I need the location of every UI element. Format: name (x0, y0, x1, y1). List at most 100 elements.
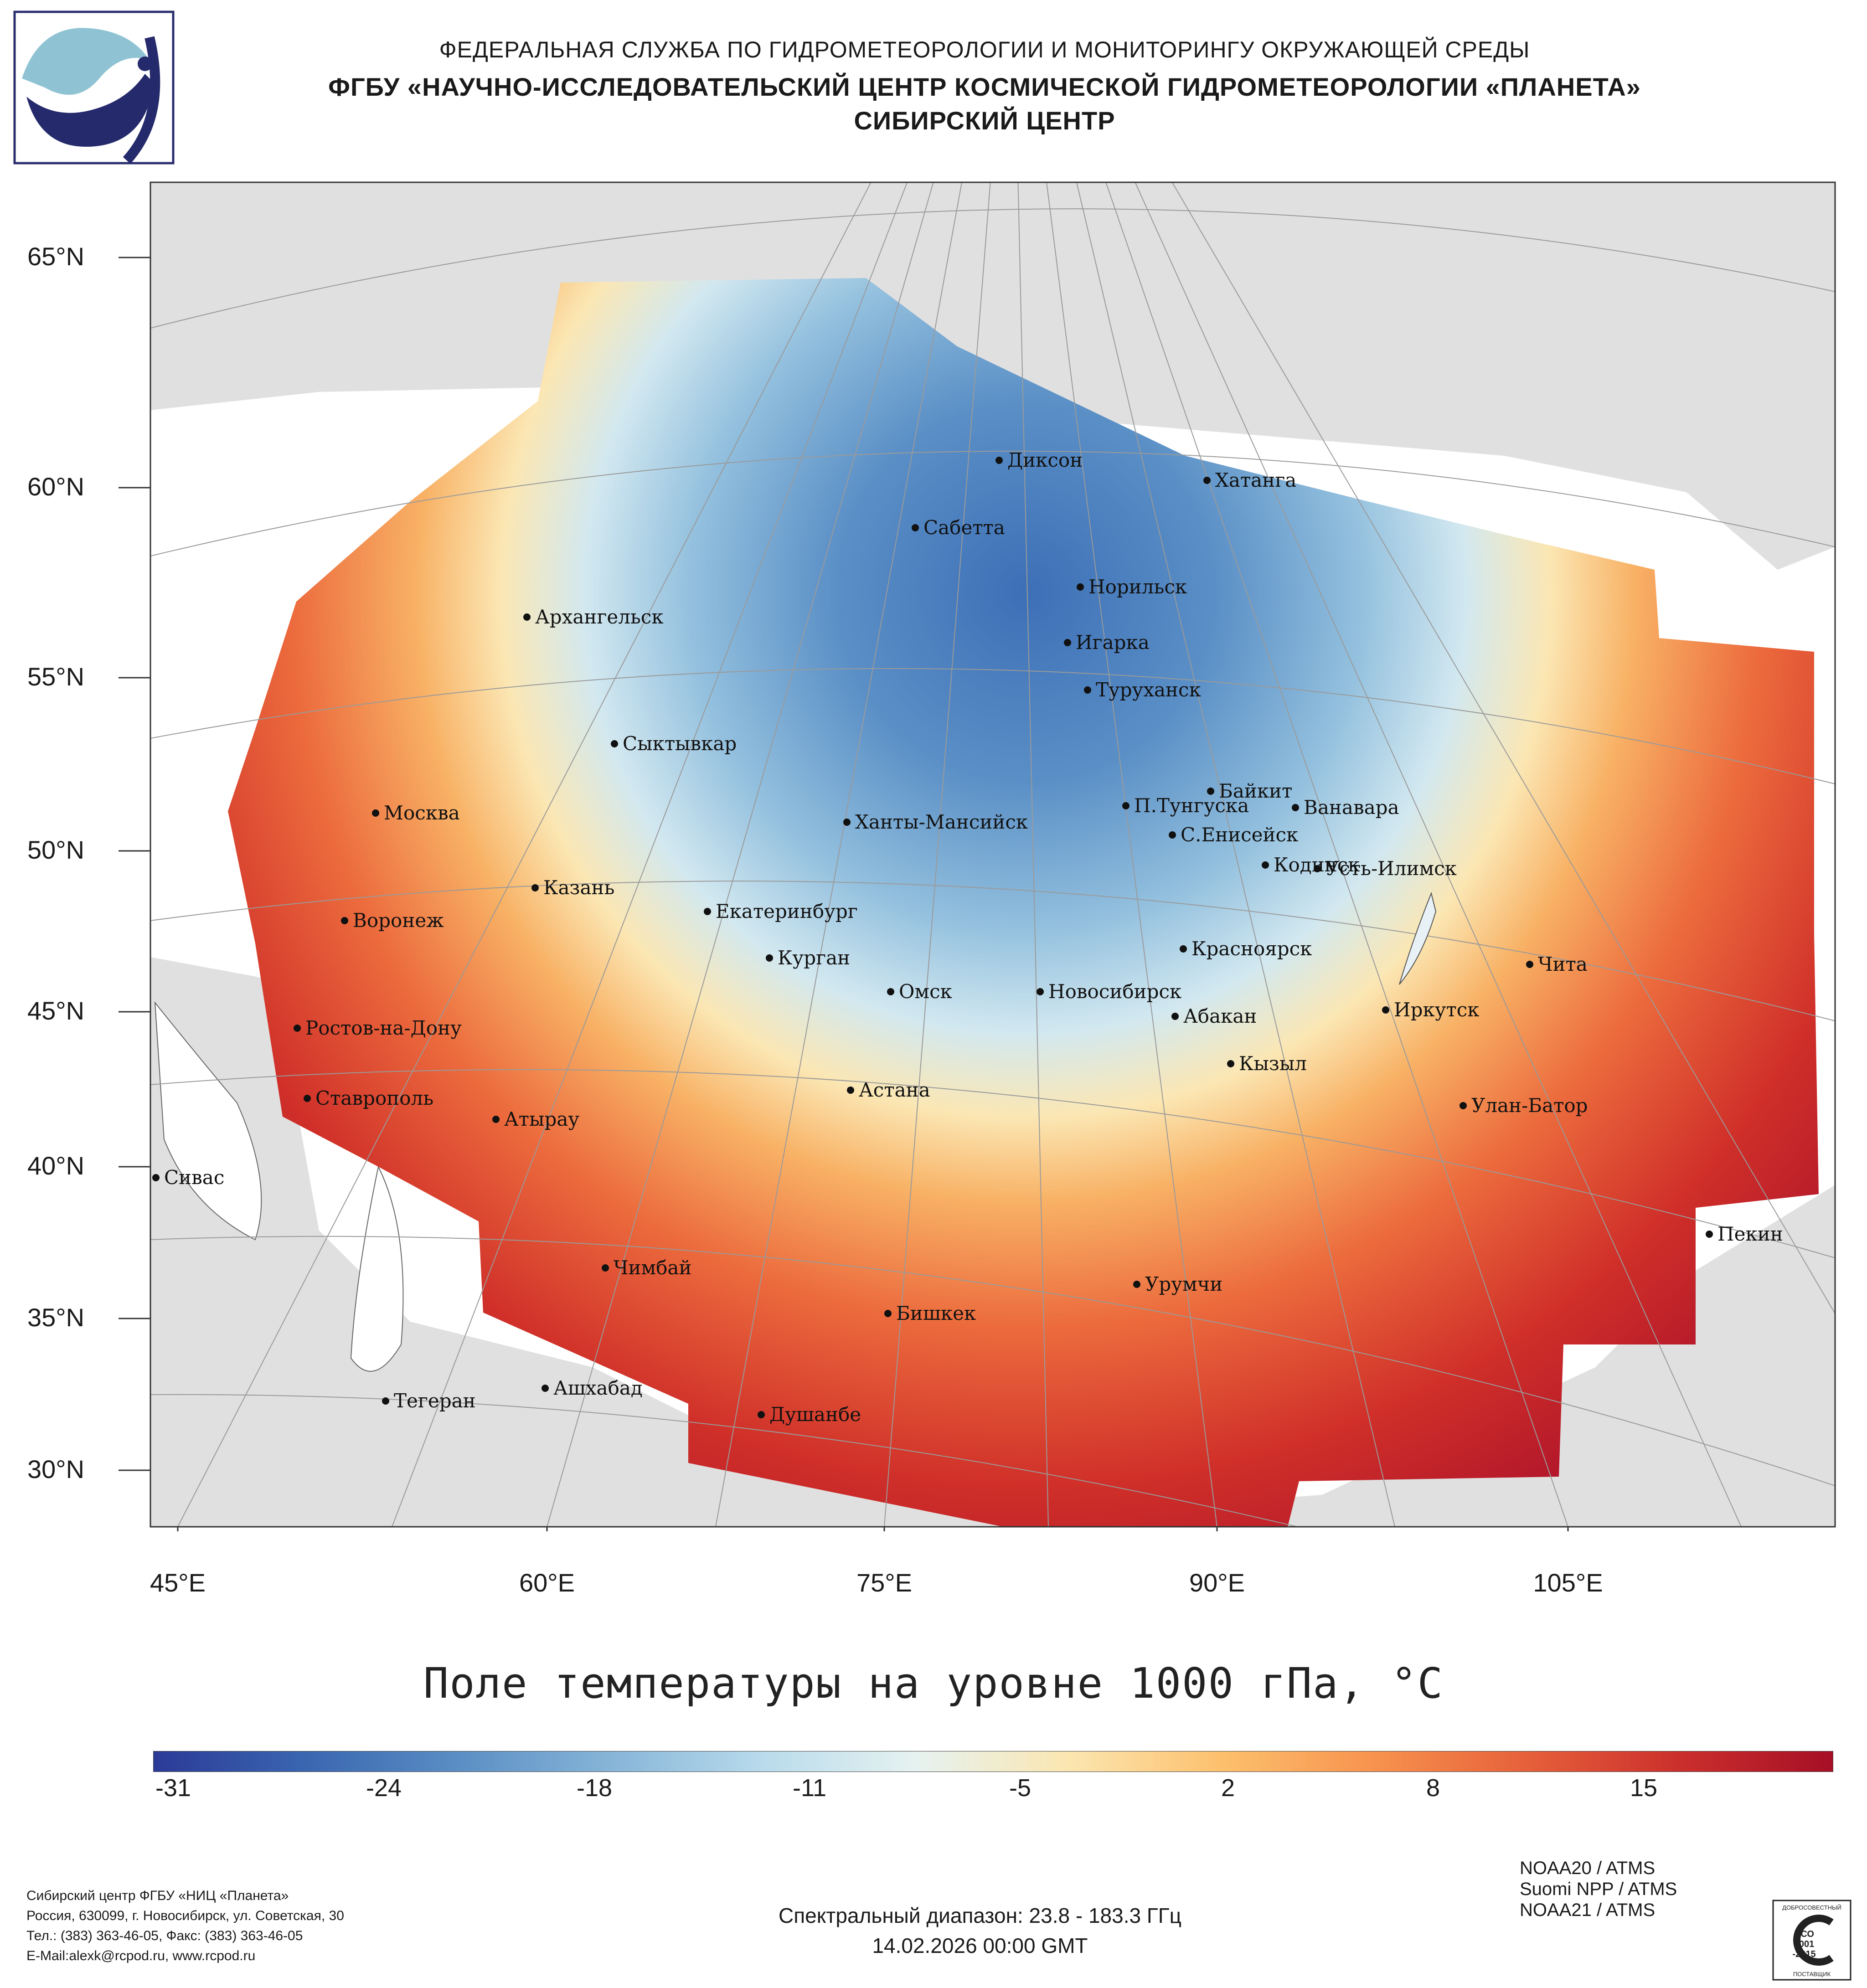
svg-text:Казань: Казань (543, 876, 614, 899)
lon-label-45: 45°E (150, 1568, 206, 1597)
svg-text:Сыктывкар: Сыктывкар (623, 732, 737, 755)
lat-label-65: 65°N (27, 242, 85, 271)
city-beijing: Пекин (1706, 1223, 1783, 1245)
svg-text:-2015: -2015 (1792, 1949, 1815, 1959)
organization-logo (13, 10, 175, 165)
svg-text:Игарка: Игарка (1076, 631, 1150, 654)
city-voronezh: Воронеж (341, 909, 444, 932)
city-arkhangelsk: Архангельск (523, 606, 664, 628)
svg-text:Улан-Батор: Улан-Батор (1471, 1094, 1588, 1117)
city-tehran: Тегеран (382, 1390, 476, 1412)
city-irkutsk: Иркутск (1382, 999, 1479, 1021)
colorbar-tick: -5 (1009, 1774, 1031, 1802)
temperature-map: Диксон Хатанга Сабетта Норильск Архангел… (119, 181, 1836, 1531)
city-sabetta: Сабетта (912, 516, 1005, 539)
colorbar (153, 1751, 1833, 1772)
header-center: ФГБУ «НАУЧНО-ИССЛЕДОВАТЕЛЬСКИЙ ЦЕНТР КОС… (328, 72, 1641, 101)
city-baykit: Байкит (1207, 780, 1292, 802)
city-vanavara: Ванавара (1292, 796, 1399, 819)
svg-text:Чимбай: Чимбай (614, 1257, 691, 1279)
satellite-item: NOAA21 / ATMS (1520, 1900, 1656, 1920)
satellite-item: NOAA20 / ATMS (1520, 1858, 1656, 1878)
city-khanty-mansiysk: Ханты-Мансийск (843, 811, 1028, 833)
city-chimbay: Чимбай (602, 1257, 691, 1279)
land-area (150, 957, 1835, 1527)
product-info: Спектральный диапазон: 23.8 - 183.3 ГГц … (684, 1900, 1276, 1961)
graticule-parallel (150, 1069, 1835, 1258)
city-ashgabat: Ашхабад (542, 1377, 643, 1399)
svg-text:Пекин: Пекин (1717, 1223, 1783, 1245)
city-yekaterinburg: Екатеринбург (704, 900, 858, 922)
city-dushanbe: Душанбе (758, 1403, 861, 1426)
colorbar-tick: -31 (155, 1774, 191, 1802)
svg-text:Хатанга: Хатанга (1215, 469, 1296, 491)
svg-text:Байкит: Байкит (1219, 780, 1292, 802)
sea-area (154, 1001, 262, 1241)
svg-text:Ростов-на-Дону: Ростов-на-Дону (305, 1017, 462, 1039)
map-frame (150, 181, 1836, 1528)
graticule-parallel (150, 450, 1835, 556)
svg-text:Бишкек: Бишкек (896, 1302, 976, 1324)
city-kodinsk: Кодинск (1262, 854, 1360, 876)
spectral-range: Спектральный диапазон: 23.8 - 183.3 ГГц (778, 1904, 1182, 1927)
svg-text:Новосибирск: Новосибирск (1048, 980, 1181, 1003)
svg-text:Иркутск: Иркутск (1394, 999, 1479, 1021)
contact-email: E-Mail:alexk@rcpod.ru, www.rcpod.ru (26, 1948, 256, 1963)
lat-label-35: 35°N (27, 1303, 85, 1332)
city-moscow: Москва (372, 802, 460, 824)
lat-label-50: 50°N (27, 835, 85, 864)
satellite-list: NOAA20 / ATMS Suomi NPP / ATMS NOAA21 / … (1520, 1858, 1677, 1921)
city-khatanga: Хатанга (1203, 469, 1296, 491)
svg-text:Ханты-Мансийск: Ханты-Мансийск (855, 811, 1028, 833)
observation-datetime: 14.02.2026 00:00 GMT (872, 1934, 1088, 1957)
city-syktyvkar: Сыктывкар (611, 732, 737, 755)
svg-text:9001: 9001 (1794, 1939, 1815, 1949)
city-astana: Астана (847, 1079, 930, 1101)
svg-text:Тегеран: Тегеран (394, 1390, 476, 1412)
contact-address: Россия, 630099, г. Новосибирск, ул. Сове… (26, 1908, 344, 1923)
city-urumqi: Урумчи (1133, 1273, 1222, 1295)
graticule-parallel (150, 881, 1835, 1021)
lon-label-105: 105°E (1533, 1568, 1603, 1597)
city-krasnoyarsk: Красноярск (1180, 937, 1312, 960)
svg-text:Красноярск: Красноярск (1191, 937, 1312, 960)
graticule-parallel (150, 208, 1835, 329)
lon-label-75: 75°E (856, 1568, 913, 1597)
svg-text:Омск: Омск (899, 980, 952, 1003)
svg-text:ИСО: ИСО (1794, 1929, 1814, 1939)
city-kurgan: Курган (766, 947, 850, 969)
city-ulaanbaatar: Улан-Батор (1460, 1094, 1588, 1117)
sea-area (350, 1165, 404, 1372)
city-bishkek: Бишкек (884, 1302, 976, 1324)
svg-text:Ашхабад: Ашхабад (553, 1377, 643, 1399)
city-stavropol: Ставрополь (304, 1087, 433, 1109)
lat-label-55: 55°N (27, 662, 85, 691)
colorbar-tick: -24 (366, 1774, 402, 1802)
city-kyzyl: Кызыл (1227, 1052, 1307, 1075)
temperature-field (228, 278, 1819, 1527)
svg-text:Курган: Курган (778, 947, 850, 969)
svg-text:Москва: Москва (384, 802, 460, 824)
city-ust-ilimsk: Усть-Илимск (1314, 857, 1457, 880)
svg-text:ПОСТАВЩИК: ПОСТАВЩИК (1793, 1971, 1831, 1978)
svg-text:Туруханск: Туруханск (1096, 679, 1201, 701)
svg-text:Кызыл: Кызыл (1239, 1052, 1307, 1075)
graticule-parallel (150, 668, 1835, 784)
svg-text:Ванавара: Ванавара (1304, 796, 1399, 819)
colorbar-tick: 8 (1426, 1774, 1440, 1802)
lat-label-30: 30°N (27, 1455, 85, 1483)
svg-text:Норильск: Норильск (1088, 576, 1187, 598)
svg-text:Воронеж: Воронеж (353, 909, 444, 932)
svg-text:Астана: Астана (859, 1079, 930, 1101)
header-subcenter: СИБИРСКИЙ ЦЕНТР (854, 106, 1115, 135)
lat-label-40: 40°N (27, 1151, 85, 1180)
graticule-parallel (150, 1236, 1835, 1486)
city-rostov-on-don: Ростов-на-Дону (294, 1017, 462, 1039)
svg-text:ДОБРОСОВЕСТНЫЙ: ДОБРОСОВЕСТНЫЙ (1782, 1904, 1841, 1911)
colorbar-tick: -11 (792, 1774, 827, 1802)
contact-info: Сибирский центр ФГБУ «НИЦ «Планета» Росс… (26, 1886, 344, 1966)
svg-text:Абакан: Абакан (1183, 1005, 1257, 1027)
lake-baikal (1399, 891, 1437, 985)
svg-text:С.Енисейск: С.Енисейск (1181, 824, 1298, 846)
city-p-tunguska: П.Тунгуска (1122, 794, 1249, 817)
